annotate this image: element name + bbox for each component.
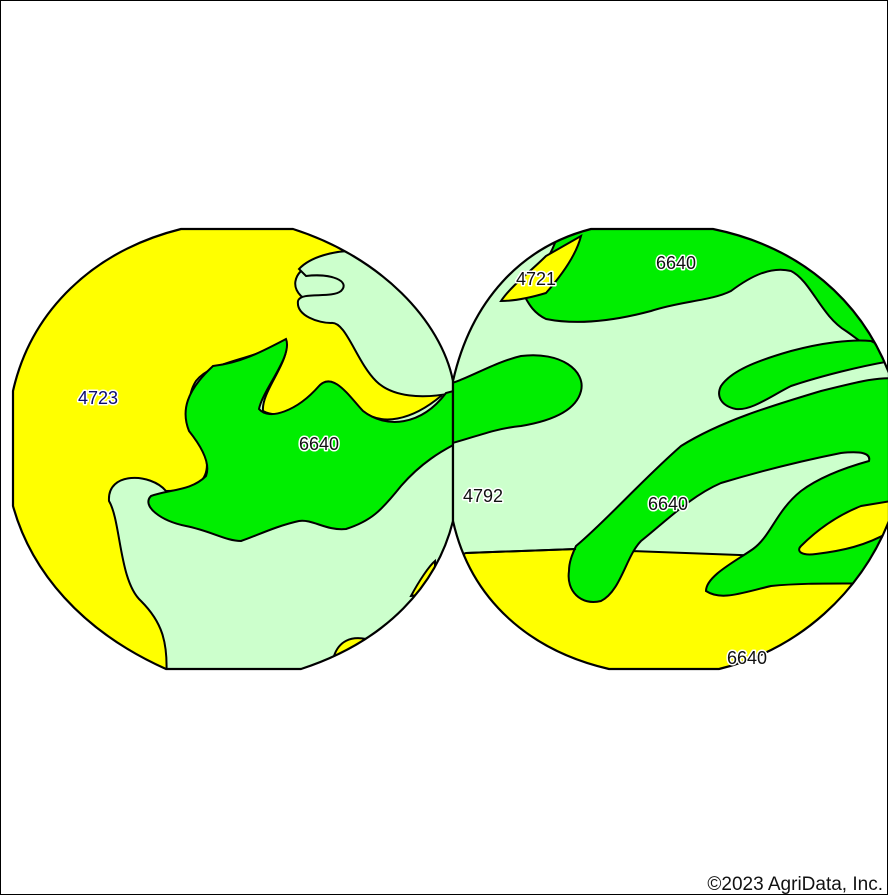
label-6640-bottom: 6640	[727, 648, 767, 668]
soil-6640-area-island	[718, 339, 888, 411]
soil-4723-inner-lobe	[798, 499, 888, 556]
label-4792: 4792	[463, 486, 503, 506]
soil-6640-area-lobe	[453, 354, 583, 448]
right-field-boundary	[451, 227, 888, 671]
label-4721: 4721	[516, 269, 556, 289]
soil-4721-area	[499, 233, 583, 303]
label-6640-mid: 6640	[648, 494, 688, 514]
label-6640-top: 6640	[656, 253, 696, 273]
soil-6640-area-left	[147, 337, 453, 543]
left-field	[13, 229, 453, 669]
label-4723: 4723	[78, 388, 118, 408]
left-field-boundary	[11, 227, 455, 671]
label-6640-left: 6640	[299, 434, 339, 454]
boundary-line	[465, 548, 577, 554]
copyright-notice: ©2023 AgriData, Inc.	[707, 874, 883, 895]
